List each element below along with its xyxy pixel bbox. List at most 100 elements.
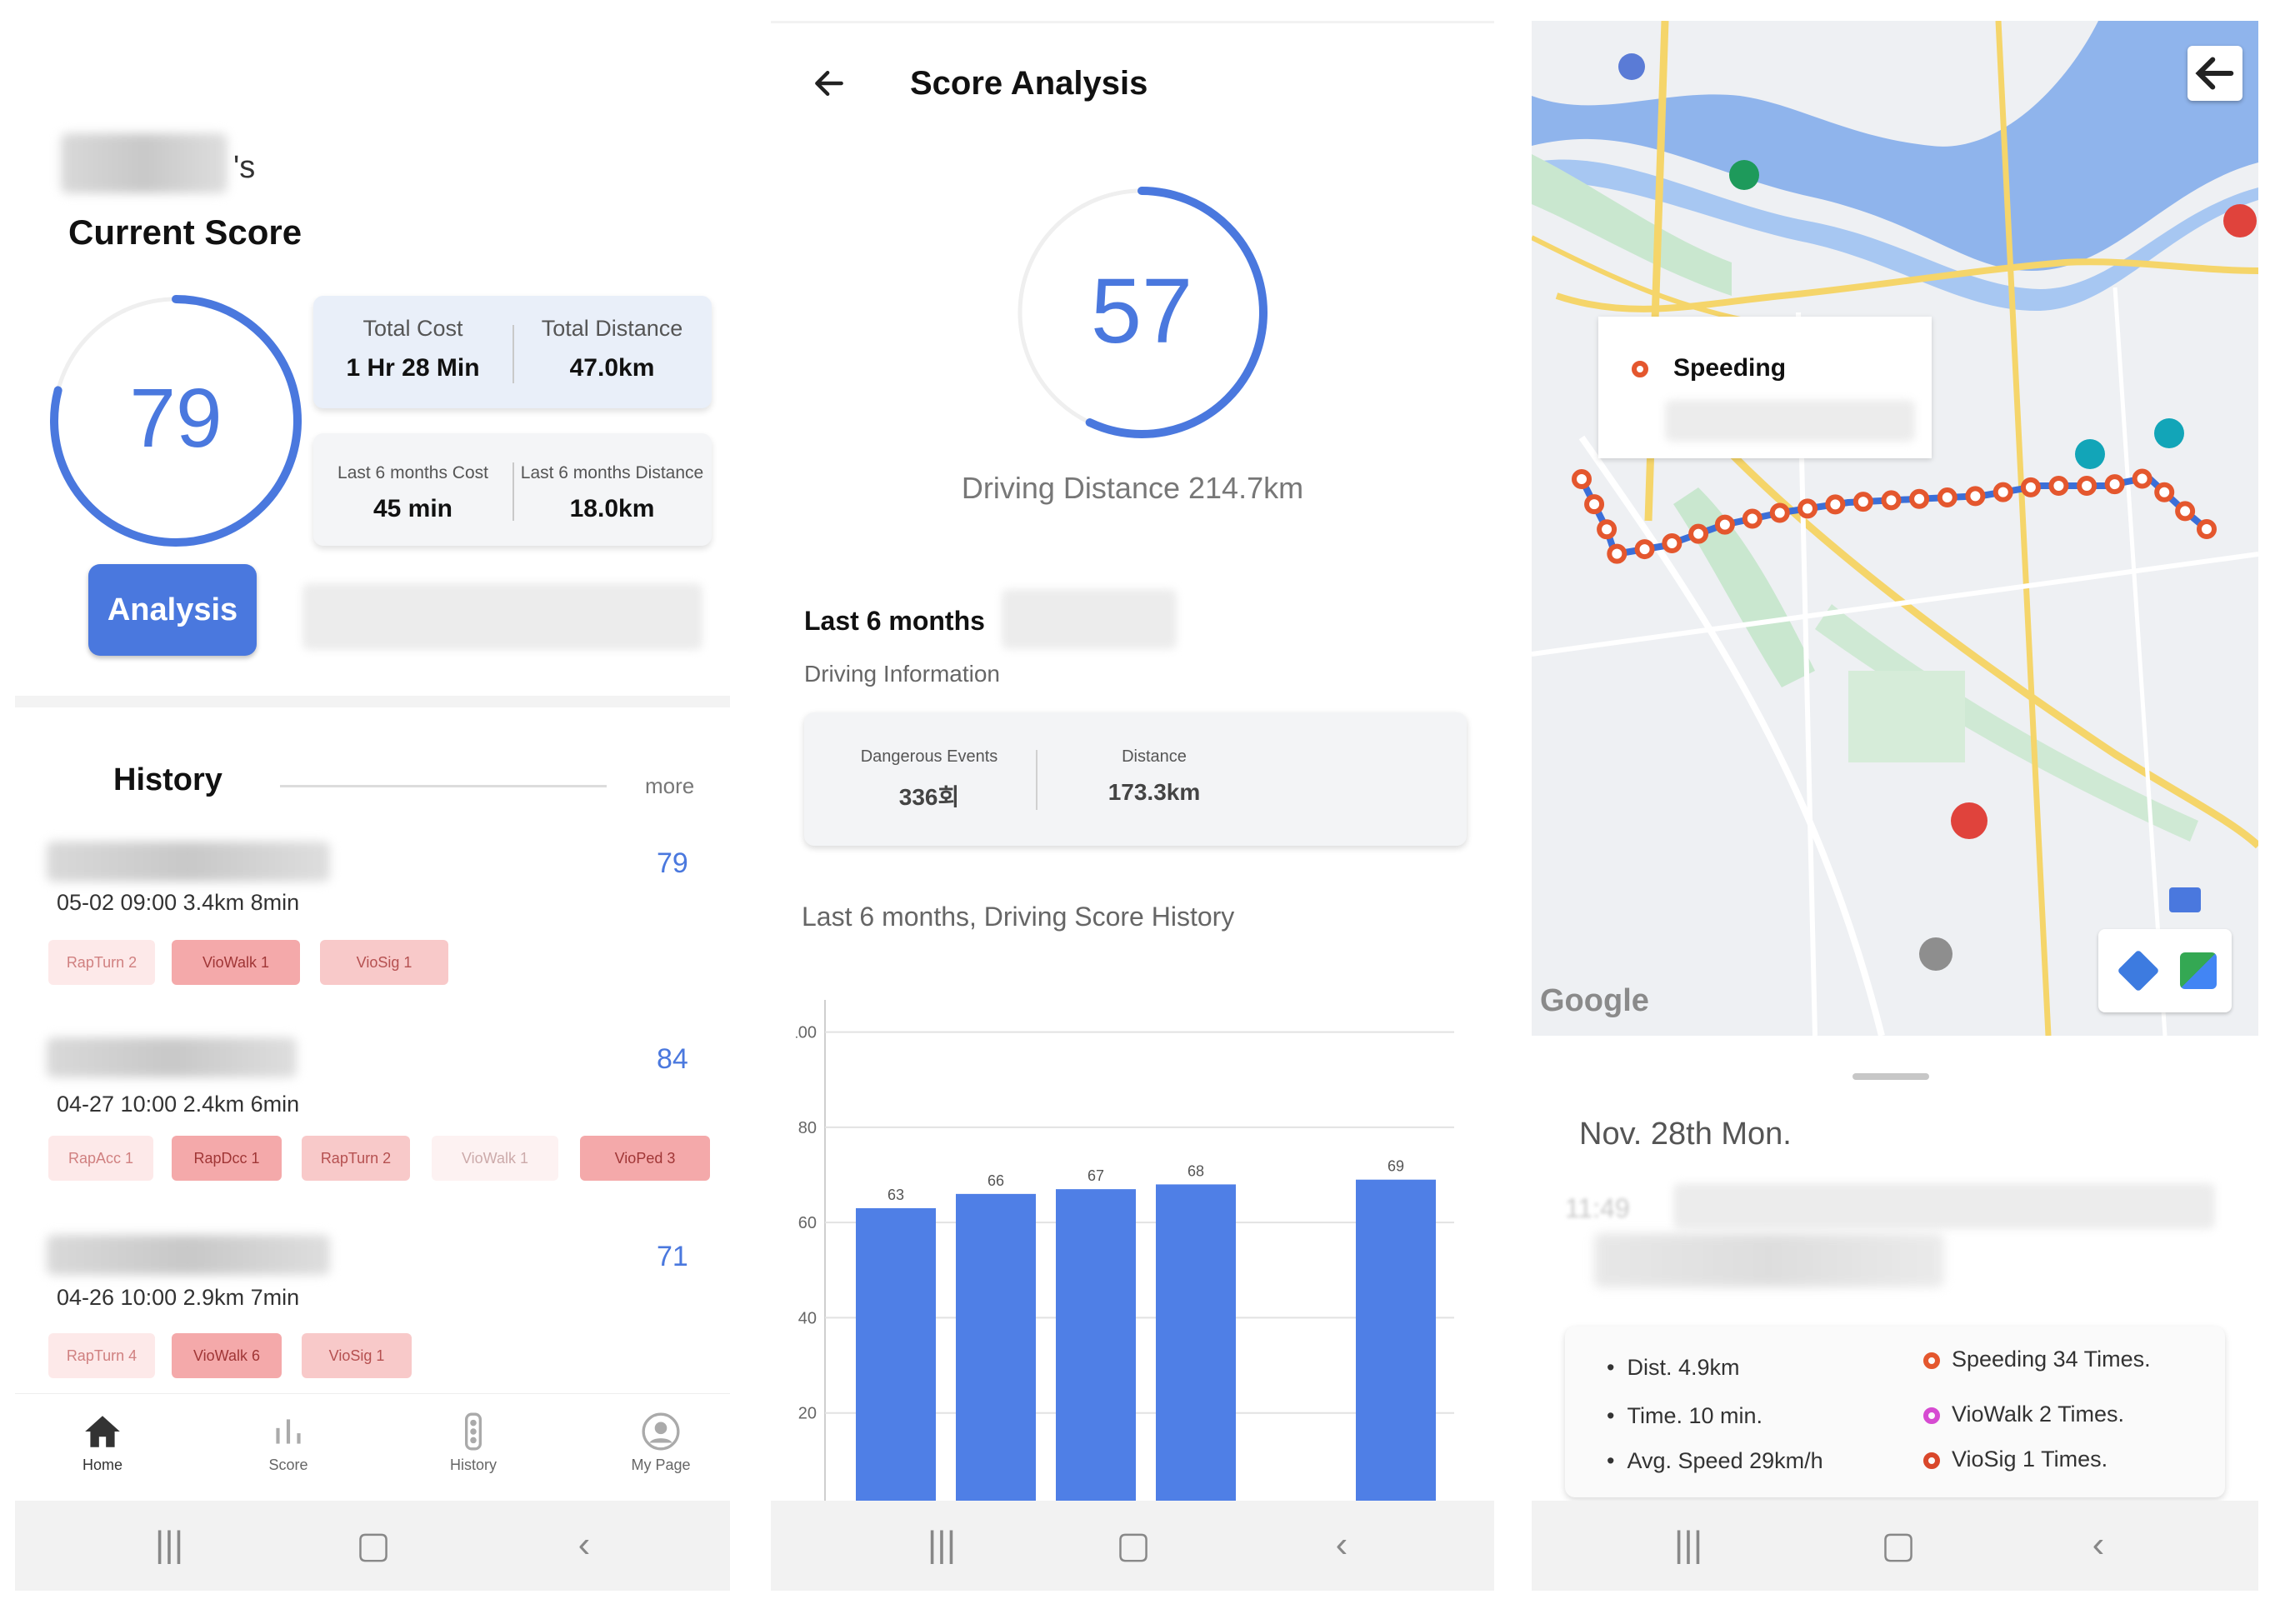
map-actions (2098, 929, 2232, 1012)
last6-label: Last 6 months (804, 606, 985, 636)
viosig-count: VioSig 1 Times. (1923, 1447, 2108, 1472)
speeding-marker[interactable] (1634, 539, 1655, 560)
bar-chart-icon (276, 1419, 301, 1444)
bottom-nav: Home Score History My Page (15, 1393, 730, 1507)
speeding-marker[interactable] (1769, 502, 1790, 523)
speeding-marker[interactable] (1597, 519, 1618, 540)
map-back-button[interactable] (2188, 46, 2242, 101)
speeding-marker[interactable] (2020, 477, 2041, 497)
nav-label: Score (268, 1457, 308, 1473)
y-tick-label: 80 (798, 1119, 817, 1137)
home-system-icon[interactable]: ▢ (1881, 1525, 1916, 1566)
trip-time: 11:49 (1565, 1193, 1630, 1223)
speeding-marker[interactable] (1742, 508, 1762, 529)
history-item[interactable]: 79 05-02 09:00 3.4km 8min RapTurn 2 VioW… (15, 833, 730, 1000)
score-gauge (50, 295, 302, 547)
nav-my-page[interactable]: My Page (598, 1411, 723, 1474)
back-system-icon[interactable]: ‹ (1335, 1524, 1348, 1565)
blurred-area (1673, 1183, 2215, 1229)
more-link[interactable]: more (645, 773, 695, 798)
trip-name-blurred (47, 1037, 297, 1077)
speeding-marker[interactable] (2104, 474, 2125, 495)
score-bar (856, 1208, 936, 1508)
popup-label: Speeding (1673, 354, 1787, 382)
home-system-icon[interactable]: ▢ (1116, 1525, 1151, 1566)
score-gauge (1016, 187, 1268, 438)
total-distance-label: Total Distance (541, 316, 683, 341)
trip-detail-screen: Speeding Google Nov. 28th Mon. 11:49 • D… (1532, 0, 2258, 1624)
event-tag: VioWalk 6 (172, 1333, 282, 1378)
speeding-marker[interactable] (2175, 501, 2196, 522)
driving-info-card: Dangerous Events 336회 Distance 173.3km (804, 712, 1467, 846)
speeding-marker[interactable] (1937, 487, 1958, 508)
event-tag: VioSig 1 (302, 1333, 412, 1378)
nav-label: History (449, 1457, 497, 1473)
directions-icon[interactable] (2117, 949, 2160, 992)
history-meta: 04-26 10:00 2.9km 7min (57, 1285, 300, 1310)
speeding-marker-icon (1923, 1352, 1940, 1369)
map-info-icon[interactable] (2169, 887, 2201, 912)
speeding-marker[interactable] (1572, 469, 1592, 489)
speeding-marker[interactable] (1881, 490, 1902, 511)
viosig-marker-icon (1923, 1452, 1940, 1469)
dangerous-events-value: 336회 (898, 784, 960, 810)
speeding-count: Speeding 34 Times. (1923, 1347, 2151, 1372)
speeding-marker[interactable] (2154, 482, 2175, 502)
bar-data-label: 67 (1088, 1167, 1104, 1184)
history-item[interactable]: 71 04-26 10:00 2.9km 7min RapTurn 4 VioW… (15, 1227, 730, 1393)
back-system-icon[interactable]: ‹ (2092, 1524, 2105, 1565)
speeding-marker[interactable] (1992, 482, 2013, 502)
last6-summary-card: Last 6 months Cost 45 min Last 6 months … (313, 433, 712, 546)
back-system-icon[interactable]: ‹ (578, 1524, 591, 1565)
last6-cost-label: Last 6 months Cost (338, 463, 488, 482)
dangerous-events-label: Dangerous Events (860, 747, 998, 766)
speeding-marker[interactable] (1607, 543, 1628, 564)
home-system-icon[interactable]: ▢ (356, 1525, 391, 1566)
speeding-marker[interactable] (2077, 476, 2098, 496)
user-name-suffix: 's (233, 150, 256, 185)
event-tag: RapAcc 1 (48, 1136, 153, 1181)
speeding-marker[interactable] (1825, 494, 1846, 515)
event-tag: VioWalk 1 (432, 1136, 558, 1181)
speeding-marker[interactable] (1852, 492, 1873, 512)
speeding-marker[interactable] (1798, 498, 1818, 519)
event-tag: VioSig 1 (320, 940, 448, 985)
event-tag: VioWalk 1 (172, 940, 300, 985)
back-arrow-icon[interactable] (808, 65, 850, 102)
speeding-marker[interactable] (2048, 476, 2069, 496)
recent-apps-icon[interactable]: ||| (1673, 1524, 1703, 1565)
y-tick-label: 100 (796, 1024, 817, 1042)
nav-home[interactable]: Home (40, 1411, 165, 1474)
nav-score[interactable]: Score (226, 1411, 351, 1474)
score-bar (956, 1193, 1036, 1508)
speeding-marker[interactable] (2132, 468, 2152, 489)
home-screen: 's Current Score 79 Total Cost 1 Hr 28 M… (15, 0, 730, 1624)
trip-summary-card: • Dist. 4.9km • Time. 10 min. • Avg. Spe… (1565, 1327, 2225, 1497)
total-distance-value: 47.0km (569, 354, 655, 382)
event-tag: RapTurn 2 (302, 1136, 410, 1181)
system-nav-bar: ||| ▢ ‹ (1532, 1501, 2258, 1591)
speeding-marker[interactable] (1688, 523, 1709, 544)
speeding-marker[interactable] (1584, 494, 1605, 515)
route-map[interactable]: Speeding Google (1532, 20, 2258, 1037)
speeding-marker[interactable] (1662, 533, 1682, 554)
score-bar (1356, 1179, 1436, 1508)
speeding-marker[interactable] (1965, 486, 1986, 507)
recent-apps-icon[interactable]: ||| (154, 1524, 184, 1565)
card-divider (512, 462, 514, 521)
google-maps-icon[interactable] (2180, 952, 2217, 989)
analysis-button[interactable]: Analysis (88, 564, 257, 656)
speeding-popup: Speeding (1598, 317, 1932, 458)
driving-distance: Driving Distance 214.7km (961, 471, 1304, 505)
history-item[interactable]: 84 04-27 10:00 2.4km 6min RapAcc 1 RapDc… (15, 1029, 730, 1196)
drag-handle[interactable] (1852, 1073, 1929, 1080)
user-icon (642, 1412, 680, 1451)
speeding-marker[interactable] (2197, 519, 2217, 539)
nav-history[interactable]: History (411, 1411, 536, 1474)
back-arrow-icon (2195, 57, 2234, 90)
speeding-marker[interactable] (1909, 488, 1930, 509)
recent-apps-icon[interactable]: ||| (927, 1524, 957, 1565)
bar-data-label: 69 (1388, 1158, 1404, 1175)
speeding-marker[interactable] (1714, 514, 1735, 535)
event-tag: RapDcc 1 (172, 1136, 282, 1181)
